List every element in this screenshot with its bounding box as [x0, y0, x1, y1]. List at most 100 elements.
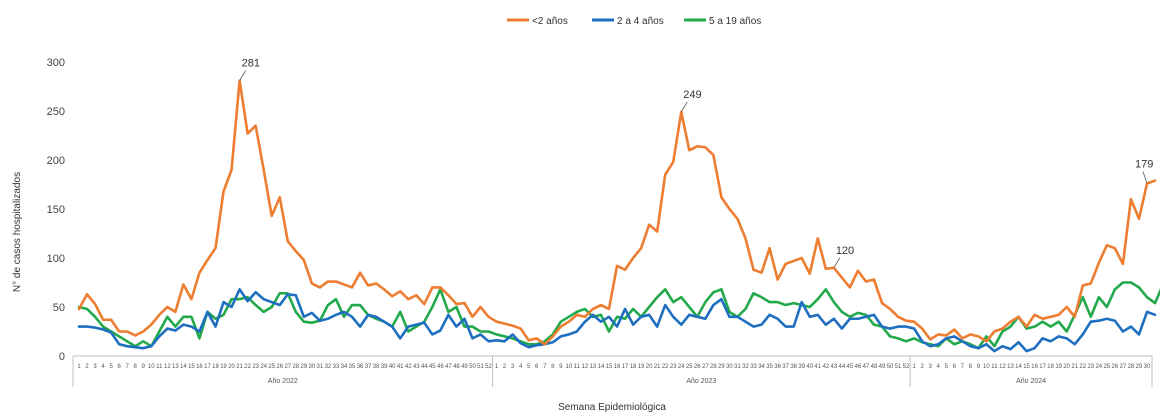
annotation-label: 179: [1135, 159, 1153, 171]
x-tick-label: 27: [1120, 364, 1127, 370]
x-tick-label: 46: [855, 364, 862, 370]
x-tick-label: 6: [117, 364, 121, 370]
y-tick-label: 250: [47, 106, 65, 118]
x-tick-label: 33: [750, 364, 757, 370]
x-tick-label: 29: [1136, 364, 1143, 370]
x-tick-label: 36: [357, 364, 364, 370]
x-tick-label: 25: [268, 364, 275, 370]
x-tick-label: 17: [1039, 364, 1046, 370]
x-tick-label: 1: [912, 364, 916, 370]
x-tick-label: 14: [598, 364, 605, 370]
x-tick-label: 15: [188, 364, 195, 370]
x-tick-label: 21: [1071, 364, 1078, 370]
x-tick-label: 14: [1015, 364, 1022, 370]
x-tick-label: 51: [477, 364, 484, 370]
legend-label-2-4: 2 a 4 años: [617, 16, 664, 27]
x-tick-label: 41: [397, 364, 404, 370]
x-tick-label: 2: [503, 364, 507, 370]
y-tick-label: 0: [59, 351, 65, 363]
x-tick-label: 37: [365, 364, 372, 370]
legend-label-5-19: 5 a 19 años: [709, 16, 761, 27]
x-tick-label: 45: [847, 364, 854, 370]
x-tick-label: 11: [574, 364, 581, 370]
annotation-leader: [833, 257, 841, 269]
x-tick-label: 13: [172, 364, 179, 370]
x-tick-label: 44: [421, 364, 428, 370]
annotation-leader: [680, 101, 688, 113]
x-tick-label: 4: [937, 364, 941, 370]
x-tick-label: 23: [670, 364, 677, 370]
x-tick-label: 40: [806, 364, 813, 370]
x-tick-label: 19: [220, 364, 227, 370]
year-label: Año 2023: [686, 378, 716, 385]
x-tick-label: 22: [662, 364, 669, 370]
x-tick-label: 18: [630, 364, 637, 370]
x-tick-label: 27: [284, 364, 291, 370]
x-tick-label: 51: [895, 364, 902, 370]
x-tick-label: 17: [622, 364, 629, 370]
x-tick-label: 24: [1095, 364, 1102, 370]
annotation-leader: [1142, 171, 1148, 184]
x-tick-label: 22: [1079, 364, 1086, 370]
x-tick-label: 26: [1112, 364, 1119, 370]
x-tick-label: 49: [879, 364, 886, 370]
x-axis: 1 2 3 4 5 6 7 8 9 10 11 12 13 14 15 16 17 18 19 20 21 22 23 24 2…: [72, 355, 1153, 387]
x-tick-label: 7: [543, 364, 547, 370]
annotation-label: 249: [683, 89, 701, 101]
annotation-label: 281: [242, 58, 260, 70]
x-tick-label: 20: [1063, 364, 1070, 370]
x-tick-label: 36: [774, 364, 781, 370]
x-tick-label: 9: [977, 364, 981, 370]
x-tick-label: 4: [101, 364, 105, 370]
y-tick-label: 300: [47, 57, 65, 69]
x-tick-label: 1: [495, 364, 499, 370]
x-tick-label: 7: [126, 364, 130, 370]
x-tick-label: 49: [461, 364, 468, 370]
y-axis-ticks: 0 50 100 150 200 250 300: [47, 57, 65, 363]
x-tick-label: 13: [590, 364, 597, 370]
x-tick-label: 22: [244, 364, 251, 370]
x-tick-label: 18: [212, 364, 219, 370]
x-tick-label: 15: [606, 364, 613, 370]
x-tick-label: 9: [142, 364, 146, 370]
x-tick-label: 7: [961, 364, 965, 370]
x-tick-label: 16: [196, 364, 203, 370]
x-tick-label: 12: [582, 364, 589, 370]
x-tick-label: 5: [945, 364, 949, 370]
x-tick-label: 10: [148, 364, 155, 370]
legend: <2 años 2 a 4 años 5 a 19 años: [507, 16, 761, 27]
year-label: Año 2024: [1016, 378, 1046, 385]
y-tick-label: 150: [47, 204, 65, 216]
x-tick-label: 25: [686, 364, 693, 370]
x-tick-label: 34: [758, 364, 765, 370]
x-tick-label: 23: [1087, 364, 1094, 370]
x-tick-label: 47: [863, 364, 870, 370]
x-tick-label: 39: [798, 364, 805, 370]
x-tick-label: 18: [1047, 364, 1054, 370]
x-tick-label: 8: [134, 364, 138, 370]
x-tick-label: 35: [349, 364, 356, 370]
x-tick-label: 33: [333, 364, 340, 370]
x-tick-label: 50: [469, 364, 476, 370]
x-tick-label: 3: [511, 364, 515, 370]
x-tick-label: 17: [204, 364, 211, 370]
x-tick-label: 40: [389, 364, 396, 370]
x-tick-label: 12: [999, 364, 1006, 370]
x-tick-label: 38: [373, 364, 380, 370]
legend-label-under-2: <2 años: [532, 16, 568, 27]
x-tick-label: 38: [790, 364, 797, 370]
x-tick-label: 44: [839, 364, 846, 370]
x-tick-label: 50: [887, 364, 894, 370]
x-tick-label: 24: [260, 364, 267, 370]
x-tick-label: 26: [276, 364, 283, 370]
x-tick-label: 21: [236, 364, 243, 370]
x-tick-label: 3: [93, 364, 97, 370]
x-tick-label: 31: [734, 364, 741, 370]
x-tick-label: 8: [551, 364, 555, 370]
x-tick-label: 48: [453, 364, 460, 370]
x-axis-title: Semana Epidemiológica: [558, 402, 666, 413]
x-tick-label: 47: [445, 364, 452, 370]
x-tick-label: 16: [1031, 364, 1038, 370]
x-tick-label: 29: [718, 364, 725, 370]
